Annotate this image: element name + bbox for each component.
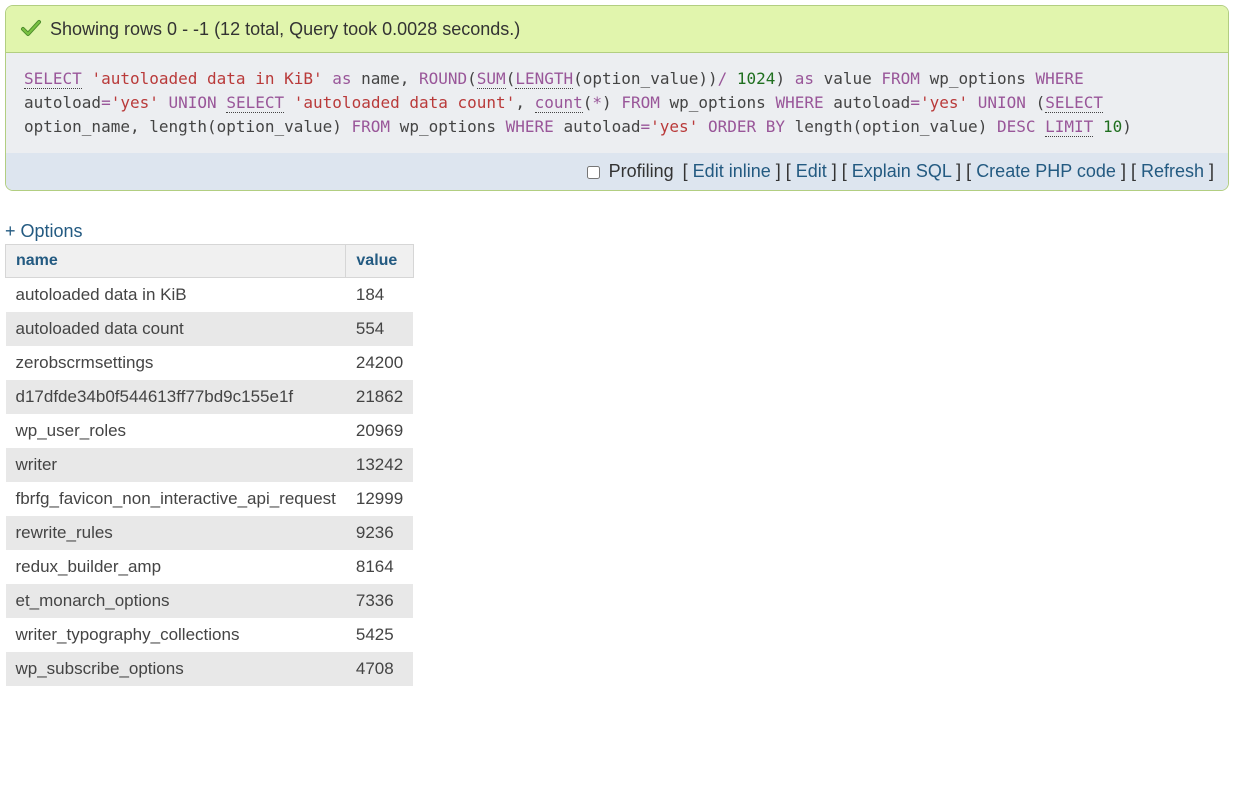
table-cell: rewrite_rules [6, 516, 346, 550]
table-cell: wp_user_roles [6, 414, 346, 448]
table-cell: redux_builder_amp [6, 550, 346, 584]
table-cell: 9236 [346, 516, 413, 550]
table-cell: writer_typography_collections [6, 618, 346, 652]
table-cell: 5425 [346, 618, 413, 652]
table-row: wp_subscribe_options4708 [6, 652, 414, 686]
edit-link[interactable]: Edit [796, 161, 827, 181]
sql-query: SELECT 'autoloaded data in KiB' as name,… [6, 53, 1228, 153]
explain-sql-link[interactable]: Explain SQL [852, 161, 951, 181]
table-row: fbrfg_favicon_non_interactive_api_reques… [6, 482, 414, 516]
create-php-link[interactable]: Create PHP code [976, 161, 1116, 181]
table-cell: et_monarch_options [6, 584, 346, 618]
results-table: namevalue autoloaded data in KiB184autol… [5, 244, 414, 686]
table-row: autoloaded data in KiB184 [6, 278, 414, 313]
table-row: zerobscrmsettings24200 [6, 346, 414, 380]
table-cell: writer [6, 448, 346, 482]
success-banner: Showing rows 0 - -1 (12 total, Query too… [6, 6, 1228, 53]
profiling-checkbox[interactable] [587, 166, 600, 179]
table-cell: 7336 [346, 584, 413, 618]
table-cell: d17dfde34b0f544613ff77bd9c155e1f [6, 380, 346, 414]
column-header[interactable]: name [6, 245, 346, 278]
toolbar: Profiling [ Edit inline ] [ Edit ] [ Exp… [6, 153, 1228, 190]
table-row: redux_builder_amp8164 [6, 550, 414, 584]
table-row: autoloaded data count554 [6, 312, 414, 346]
table-row: rewrite_rules9236 [6, 516, 414, 550]
options-link[interactable]: + Options [5, 221, 83, 241]
table-row: writer_typography_collections5425 [6, 618, 414, 652]
table-row: d17dfde34b0f544613ff77bd9c155e1f21862 [6, 380, 414, 414]
table-cell: 24200 [346, 346, 413, 380]
table-cell: 184 [346, 278, 413, 313]
table-cell: 13242 [346, 448, 413, 482]
refresh-link[interactable]: Refresh [1141, 161, 1204, 181]
table-row: et_monarch_options7336 [6, 584, 414, 618]
table-cell: 8164 [346, 550, 413, 584]
table-cell: autoloaded data in KiB [6, 278, 346, 313]
table-cell: 554 [346, 312, 413, 346]
check-icon [20, 18, 42, 40]
column-header[interactable]: value [346, 245, 413, 278]
table-cell: wp_subscribe_options [6, 652, 346, 686]
table-cell: fbrfg_favicon_non_interactive_api_reques… [6, 482, 346, 516]
result-box: Showing rows 0 - -1 (12 total, Query too… [5, 5, 1229, 191]
table-cell: 12999 [346, 482, 413, 516]
table-row: wp_user_roles20969 [6, 414, 414, 448]
table-cell: 21862 [346, 380, 413, 414]
table-cell: 20969 [346, 414, 413, 448]
edit-inline-link[interactable]: Edit inline [693, 161, 771, 181]
table-cell: zerobscrmsettings [6, 346, 346, 380]
banner-text: Showing rows 0 - -1 (12 total, Query too… [50, 19, 520, 40]
profiling-label: Profiling [609, 161, 674, 181]
table-cell: 4708 [346, 652, 413, 686]
options-toggle[interactable]: + Options [5, 221, 1229, 242]
table-row: writer13242 [6, 448, 414, 482]
table-cell: autoloaded data count [6, 312, 346, 346]
